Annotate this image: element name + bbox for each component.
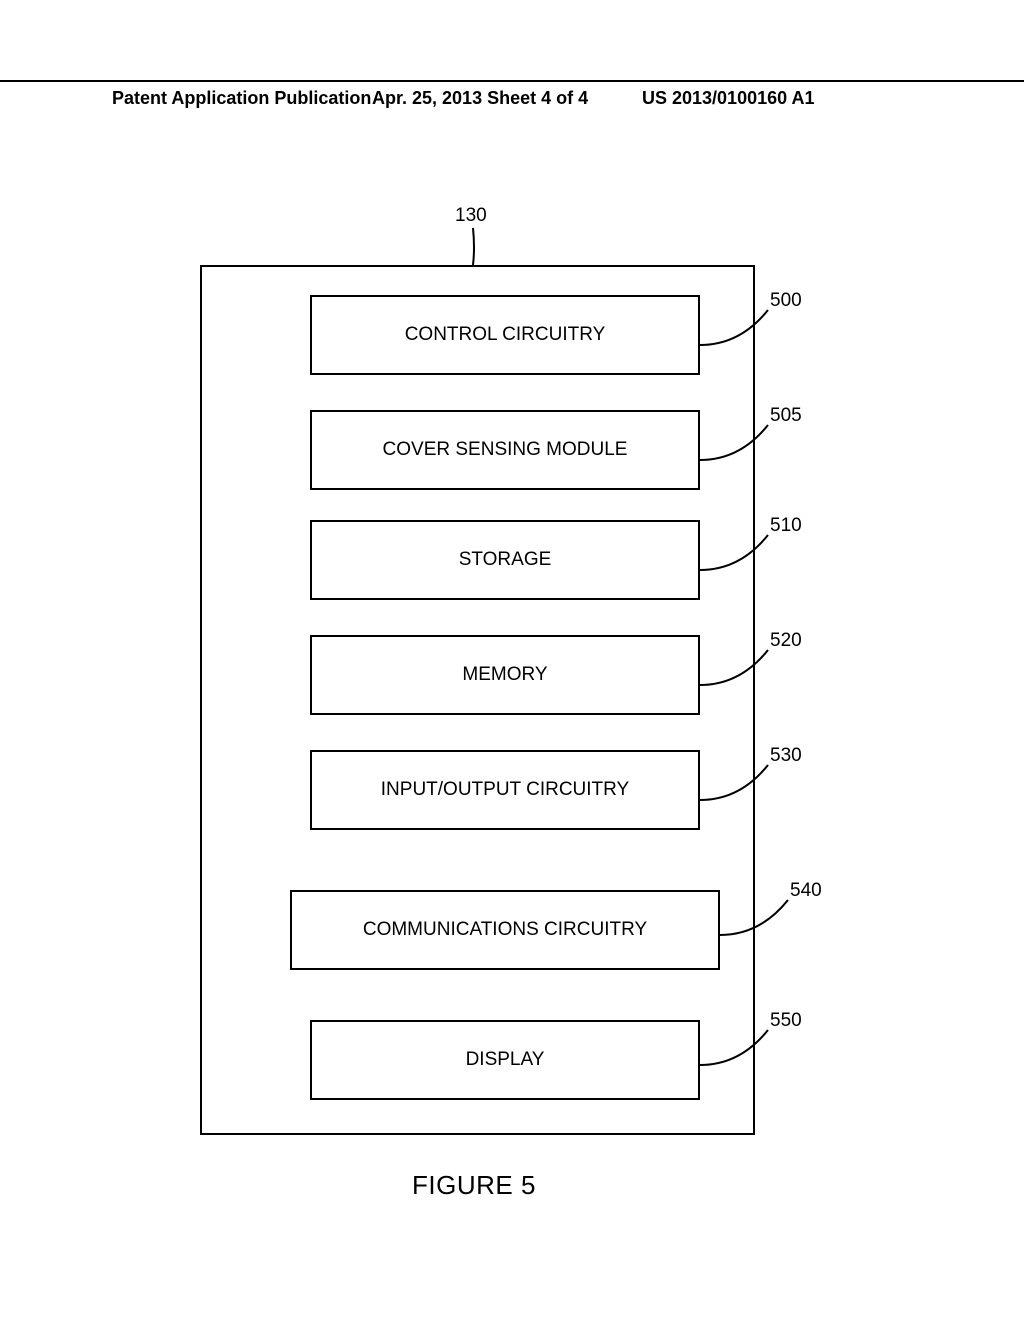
box-label: DISPLAY	[466, 1049, 545, 1071]
box-storage: STORAGE	[310, 520, 700, 600]
header-center: Apr. 25, 2013 Sheet 4 of 4	[372, 88, 588, 109]
box-label: STORAGE	[459, 549, 552, 571]
header-rule	[0, 80, 1024, 82]
box-label: INPUT/OUTPUT CIRCUITRY	[381, 779, 629, 801]
ref-550: 550	[770, 1010, 802, 1032]
box-communications: COMMUNICATIONS CIRCUITRY	[290, 890, 720, 970]
outer-ref-leader	[470, 228, 490, 268]
box-label: COMMUNICATIONS CIRCUITRY	[363, 919, 647, 941]
box-label: COVER SENSING MODULE	[383, 439, 628, 461]
box-label: MEMORY	[462, 664, 547, 686]
box-control-circuitry: CONTROL CIRCUITRY	[310, 295, 700, 375]
ref-505: 505	[770, 405, 802, 427]
ref-500: 500	[770, 290, 802, 312]
box-label: CONTROL CIRCUITRY	[405, 324, 606, 346]
page: Patent Application Publication Apr. 25, …	[0, 0, 1024, 1320]
ref-530: 530	[770, 745, 802, 767]
ref-510: 510	[770, 515, 802, 537]
figure-caption: FIGURE 5	[412, 1170, 536, 1201]
box-memory: MEMORY	[310, 635, 700, 715]
ref-540: 540	[790, 880, 822, 902]
box-display: DISPLAY	[310, 1020, 700, 1100]
box-io-circuitry: INPUT/OUTPUT CIRCUITRY	[310, 750, 700, 830]
box-cover-sensing-module: COVER SENSING MODULE	[310, 410, 700, 490]
header-left: Patent Application Publication	[112, 88, 371, 109]
header-right: US 2013/0100160 A1	[642, 88, 814, 109]
outer-ref-label: 130	[455, 205, 487, 227]
ref-520: 520	[770, 630, 802, 652]
